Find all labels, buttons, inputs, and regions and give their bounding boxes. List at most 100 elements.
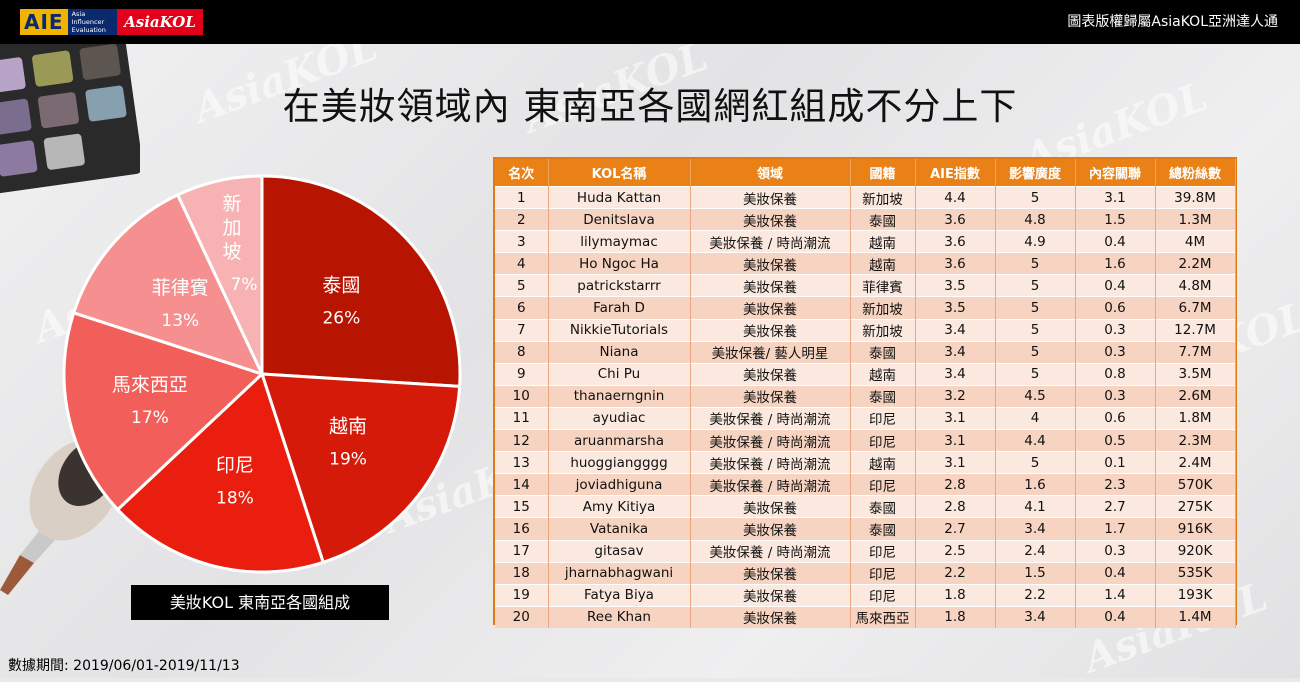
- table-cell: 美妝保養: [690, 296, 851, 320]
- table-cell: 4: [495, 252, 549, 275]
- table-cell: 3.1: [1075, 185, 1156, 209]
- table-cell: 泰國: [850, 208, 916, 231]
- table-cell: 10: [495, 384, 549, 408]
- table-header-cell: 名次: [495, 159, 549, 187]
- table-cell: 美妝保養: [690, 318, 851, 342]
- table-cell: 9: [495, 362, 549, 386]
- table-cell: lilymaymac: [548, 230, 691, 253]
- chart-caption: 美妝KOL 東南亞各國組成: [131, 585, 389, 620]
- table-cell: 0.4: [1075, 605, 1156, 628]
- top-bar: AIE Asia Influencer Evaluation AsiaKOL 圖…: [0, 0, 1300, 44]
- table-cell: thanaerngnin: [548, 384, 691, 408]
- table-cell: 美妝保養: [690, 384, 851, 408]
- table-cell: 美妝保養 / 時尚潮流: [690, 429, 851, 452]
- table-cell: 印尼: [850, 583, 916, 607]
- table-cell: 2.2: [995, 583, 1076, 607]
- table-cell: 3.1: [915, 451, 996, 474]
- table-header-row: 名次 KOL名稱 領域 國籍 AIE指數 影響廣度 內容關聯 總粉絲數: [495, 159, 1236, 187]
- table-cell: 泰國: [850, 495, 916, 518]
- table-cell: 7: [495, 318, 549, 342]
- table-cell: huoggiangggg: [548, 451, 691, 474]
- watermark: AsiaKOL: [27, 242, 224, 353]
- table-cell: 535K: [1155, 561, 1236, 585]
- table-row: 5 patrickstarrr 美妝保養 菲律賓 3.5 5 0.4 4.8M: [495, 274, 1236, 297]
- table-cell: 新加坡: [850, 296, 916, 320]
- kol-ranking-table: 名次 KOL名稱 領域 國籍 AIE指數 影響廣度 內容關聯 總粉絲數 1 Huda Katta…: [493, 157, 1237, 628]
- table-cell: 新加坡: [850, 318, 916, 342]
- table-cell: 39.8M: [1155, 185, 1236, 209]
- table-header-cell: 國籍: [850, 159, 916, 187]
- table-row: 15 Amy Kitiya 美妝保養 泰國 2.8 4.1 2.7 275K: [495, 495, 1236, 518]
- table-cell: Vatanika: [548, 517, 691, 540]
- table-header-cell: 領域: [690, 159, 851, 187]
- table-cell: 1.5: [1075, 208, 1156, 231]
- table-cell: 20: [495, 605, 549, 628]
- table-cell: 4.1: [995, 495, 1076, 518]
- table-row: 13 huoggiangggg 美妝保養 / 時尚潮流 越南 3.1 5 0.1 2.4M: [495, 451, 1236, 474]
- table-cell: 越南: [850, 252, 916, 275]
- table-cell: 美妝保養: [690, 517, 851, 540]
- table-cell: 3.6: [915, 252, 996, 275]
- table-cell: 11: [495, 406, 549, 430]
- aie-logo: AIE Asia Influencer Evaluation: [20, 9, 118, 35]
- table-cell: 0.3: [1075, 384, 1156, 408]
- table-cell: 3.6: [915, 230, 996, 253]
- table-cell: Denitslava: [548, 208, 691, 231]
- table-cell: Ho Ngoc Ha: [548, 252, 691, 275]
- table-row: 3 lilymaymac 美妝保養 / 時尚潮流 越南 3.6 4.9 0.4 4M: [495, 230, 1236, 253]
- table-cell: Ree Khan: [548, 605, 691, 628]
- table-cell: 2.4M: [1155, 451, 1236, 474]
- table-cell: ayudiac: [548, 406, 691, 430]
- table-cell: 2.2M: [1155, 252, 1236, 275]
- table-cell: 美妝保養: [690, 495, 851, 518]
- table-cell: 4M: [1155, 230, 1236, 253]
- table-cell: 18: [495, 561, 549, 585]
- table-row: 20 Ree Khan 美妝保養 馬來西亞 1.8 3.4 0.4 1.4M: [495, 605, 1236, 628]
- table-cell: 15: [495, 495, 549, 518]
- table-cell: 12.7M: [1155, 318, 1236, 342]
- table-cell: 1: [495, 185, 549, 209]
- table-cell: 2.6M: [1155, 384, 1236, 408]
- table-cell: 4.5: [995, 384, 1076, 408]
- table-cell: joviadhiguna: [548, 473, 691, 496]
- table-cell: 2.8: [915, 473, 996, 496]
- table-cell: 1.7: [1075, 517, 1156, 540]
- table-cell: 美妝保養 / 時尚潮流: [690, 230, 851, 253]
- table-cell: 美妝保養: [690, 252, 851, 275]
- table-row: 6 Farah D 美妝保養 新加坡 3.5 5 0.6 6.7M: [495, 296, 1236, 320]
- copyright-notice: 圖表版權歸屬AsiaKOL亞洲達人通: [1067, 14, 1278, 30]
- table-cell: 印尼: [850, 539, 916, 563]
- table-cell: 美妝保養: [690, 605, 851, 628]
- table-header-cell: 內容關聯: [1075, 159, 1156, 187]
- table-cell: 2.8: [915, 495, 996, 518]
- table-cell: 美妝保養: [690, 185, 851, 209]
- table-row: 14 joviadhiguna 美妝保養 / 時尚潮流 印尼 2.8 1.6 2.3 570K: [495, 473, 1236, 496]
- table-cell: 1.4M: [1155, 605, 1236, 628]
- table-row: 7 NikkieTutorials 美妝保養 新加坡 3.4 5 0.3 12.7M: [495, 318, 1236, 342]
- table-cell: 美妝保養 / 時尚潮流: [690, 406, 851, 430]
- table-row: 10 thanaerngnin 美妝保養 泰國 3.2 4.5 0.3 2.6M: [495, 384, 1236, 408]
- table-cell: 3.4: [995, 605, 1076, 628]
- table-cell: 5: [995, 318, 1076, 342]
- table-cell: Huda Kattan: [548, 185, 691, 209]
- table-cell: 2.3M: [1155, 429, 1236, 452]
- table-row: 11 ayudiac 美妝保養 / 時尚潮流 印尼 3.1 4 0.6 1.8M: [495, 406, 1236, 430]
- table-cell: 美妝保養: [690, 362, 851, 386]
- table-cell: 1.8M: [1155, 406, 1236, 430]
- table-cell: 0.3: [1075, 539, 1156, 563]
- table-cell: 馬來西亞: [850, 605, 916, 628]
- table-cell: 2.2: [915, 561, 996, 585]
- table-cell: 3.4: [995, 517, 1076, 540]
- table-cell: 0.8: [1075, 362, 1156, 386]
- table-cell: Niana: [548, 340, 691, 364]
- table-cell: 4.9: [995, 230, 1076, 253]
- table-cell: 0.4: [1075, 230, 1156, 253]
- table-cell: 275K: [1155, 495, 1236, 518]
- table-cell: 印尼: [850, 473, 916, 496]
- table-cell: 0.4: [1075, 561, 1156, 585]
- table-cell: 泰國: [850, 340, 916, 364]
- table-cell: 4: [995, 406, 1076, 430]
- table-row: 9 Chi Pu 美妝保養 越南 3.4 5 0.8 3.5M: [495, 362, 1236, 386]
- table-cell: 2: [495, 208, 549, 231]
- table-cell: 美妝保養/ 藝人明星: [690, 340, 851, 364]
